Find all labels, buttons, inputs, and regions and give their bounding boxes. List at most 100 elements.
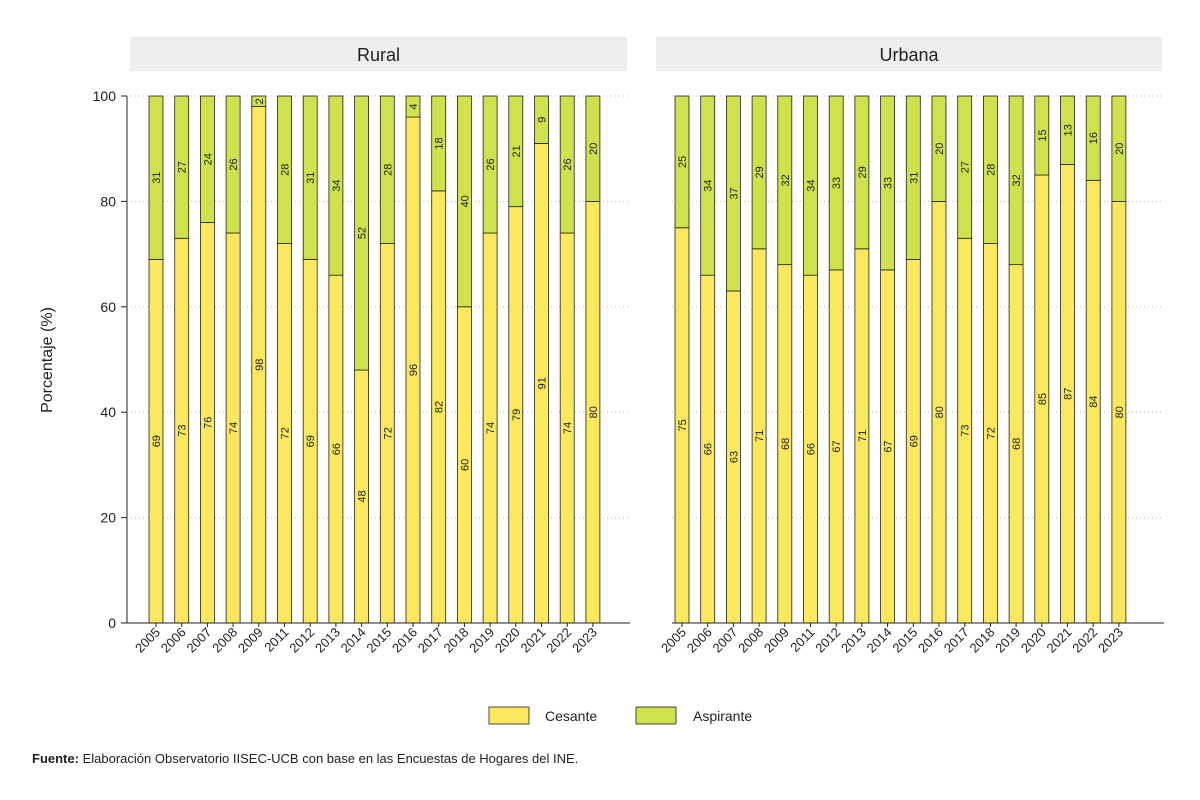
label-cesante-rural-2018: 60 — [459, 459, 471, 471]
label-aspirante-rural-2020: 21 — [511, 145, 523, 157]
label-aspirante-rural-2009: 2 — [254, 98, 266, 104]
label-cesante-rural-2008: 74 — [228, 422, 240, 434]
x-tick-label-urbana-2014: 2014 — [864, 625, 895, 656]
label-aspirante-urbana-2020: 15 — [1037, 129, 1049, 141]
label-aspirante-rural-2016: 4 — [408, 103, 420, 109]
bar-aspirante-urbana-2019 — [1008, 95, 1024, 266]
label-aspirante-urbana-2011: 34 — [806, 179, 818, 191]
panel-title-rural: Rural — [357, 45, 400, 65]
x-tick-label-urbana-2005: 2005 — [658, 625, 689, 656]
label-aspirante-rural-2015: 28 — [382, 164, 394, 176]
y-tick-label: 0 — [108, 615, 116, 631]
x-tick-label-urbana-2022: 2022 — [1069, 625, 1100, 656]
x-tick-label-urbana-2011: 2011 — [787, 625, 817, 655]
label-cesante-urbana-2021: 87 — [1063, 388, 1075, 400]
label-cesante-rural-2009: 98 — [254, 359, 266, 371]
bar-aspirante-rural-2008 — [225, 95, 241, 234]
bar-aspirante-urbana-2015 — [905, 95, 921, 260]
label-cesante-rural-2016: 96 — [408, 364, 420, 376]
label-cesante-rural-2014: 48 — [357, 490, 369, 502]
label-aspirante-urbana-2014: 33 — [883, 177, 895, 189]
bar-aspirante-urbana-2018 — [983, 95, 998, 244]
label-aspirante-rural-2012: 31 — [305, 172, 317, 184]
bar-aspirante-rural-2016 — [405, 95, 421, 118]
label-aspirante-urbana-2013: 29 — [857, 166, 869, 178]
label-cesante-urbana-2013: 71 — [857, 430, 869, 442]
label-aspirante-urbana-2012: 33 — [831, 177, 843, 189]
label-cesante-urbana-2016: 80 — [934, 406, 946, 418]
y-tick-label: 40 — [100, 404, 116, 420]
label-aspirante-urbana-2021: 13 — [1063, 124, 1075, 136]
label-aspirante-urbana-2018: 28 — [985, 164, 997, 176]
x-tick-label-rural-2017: 2017 — [415, 625, 446, 656]
label-cesante-urbana-2009: 68 — [780, 438, 792, 450]
label-aspirante-rural-2006: 27 — [177, 161, 189, 173]
label-aspirante-urbana-2016: 20 — [934, 143, 946, 155]
label-aspirante-urbana-2008: 29 — [754, 166, 766, 178]
label-cesante-urbana-2012: 67 — [831, 440, 843, 452]
label-cesante-urbana-2020: 85 — [1037, 393, 1049, 405]
bar-aspirante-rural-2006 — [174, 95, 190, 239]
bar-aspirante-rural-2023 — [585, 95, 601, 202]
y-tick-label: 20 — [100, 510, 116, 526]
bar-aspirante-rural-2019 — [482, 95, 498, 234]
x-tick-label-urbana-2012: 2012 — [812, 625, 843, 656]
label-aspirante-urbana-2019: 32 — [1011, 174, 1023, 186]
label-cesante-urbana-2017: 73 — [960, 425, 972, 437]
label-cesante-urbana-2019: 68 — [1011, 438, 1023, 450]
x-tick-label-urbana-2018: 2018 — [966, 625, 997, 656]
x-tick-label-rural-2012: 2012 — [286, 625, 317, 656]
label-cesante-rural-2021: 91 — [537, 377, 549, 389]
label-cesante-rural-2017: 82 — [434, 401, 446, 413]
x-tick-label-urbana-2023: 2023 — [1095, 625, 1126, 656]
label-cesante-rural-2006: 73 — [177, 425, 189, 437]
label-cesante-urbana-2008: 71 — [754, 430, 766, 442]
bar-aspirante-urbana-2008 — [751, 95, 767, 250]
label-aspirante-rural-2007: 24 — [202, 153, 214, 165]
label-cesante-rural-2013: 66 — [331, 443, 343, 455]
label-aspirante-rural-2022: 26 — [562, 158, 574, 170]
x-tick-label-urbana-2008: 2008 — [735, 625, 766, 656]
label-cesante-rural-2023: 80 — [588, 406, 600, 418]
label-cesante-rural-2012: 69 — [305, 435, 317, 447]
label-aspirante-urbana-2023: 20 — [1114, 143, 1126, 155]
label-aspirante-rural-2018: 40 — [459, 195, 471, 207]
y-tick-label: 60 — [100, 299, 116, 315]
legend-label-cesante: Cesante — [545, 708, 597, 724]
bar-aspirante-urbana-2014 — [880, 95, 895, 271]
bar-aspirante-rural-2009 — [251, 95, 267, 107]
bar-aspirante-urbana-2023 — [1111, 95, 1127, 202]
label-cesante-rural-2015: 72 — [382, 427, 394, 439]
label-aspirante-rural-2023: 20 — [588, 143, 600, 155]
source-text: Elaboración Observatorio IISEC-UCB con b… — [82, 751, 579, 766]
bar-aspirante-rural-2017 — [431, 95, 447, 192]
x-tick-label-rural-2015: 2015 — [363, 625, 394, 656]
label-aspirante-urbana-2009: 32 — [780, 174, 792, 186]
bar-aspirante-rural-2018 — [456, 95, 472, 308]
bar-aspirante-urbana-2006 — [700, 95, 716, 276]
bar-aspirante-urbana-2020 — [1034, 95, 1050, 176]
bar-aspirante-urbana-2012 — [828, 95, 844, 271]
panel-title-urbana: Urbana — [879, 45, 939, 65]
label-aspirante-urbana-2022: 16 — [1088, 132, 1100, 144]
bar-aspirante-rural-2007 — [199, 95, 215, 223]
x-tick-label-rural-2021: 2021 — [518, 625, 549, 656]
x-tick-label-urbana-2020: 2020 — [1018, 625, 1049, 656]
x-tick-label-rural-2018: 2018 — [440, 625, 471, 656]
y-tick-label: 80 — [100, 193, 116, 209]
label-aspirante-rural-2005: 31 — [151, 172, 163, 184]
label-aspirante-rural-2008: 26 — [228, 158, 240, 170]
y-tick-label: 100 — [93, 88, 117, 104]
x-tick-label-urbana-2021: 2021 — [1044, 625, 1075, 656]
x-tick-label-urbana-2019: 2019 — [992, 625, 1023, 656]
x-tick-label-rural-2006: 2006 — [158, 625, 189, 656]
label-cesante-rural-2011: 72 — [280, 427, 292, 439]
x-tick-label-rural-2020: 2020 — [492, 625, 523, 656]
bar-aspirante-rural-2021 — [534, 95, 549, 144]
x-tick-label-urbana-2016: 2016 — [915, 625, 946, 656]
bar-aspirante-urbana-2013 — [854, 95, 870, 250]
x-tick-label-rural-2016: 2016 — [389, 625, 420, 656]
x-tick-label-rural-2007: 2007 — [183, 625, 214, 656]
bar-aspirante-rural-2011 — [277, 95, 292, 244]
label-aspirante-rural-2021: 9 — [537, 117, 549, 123]
